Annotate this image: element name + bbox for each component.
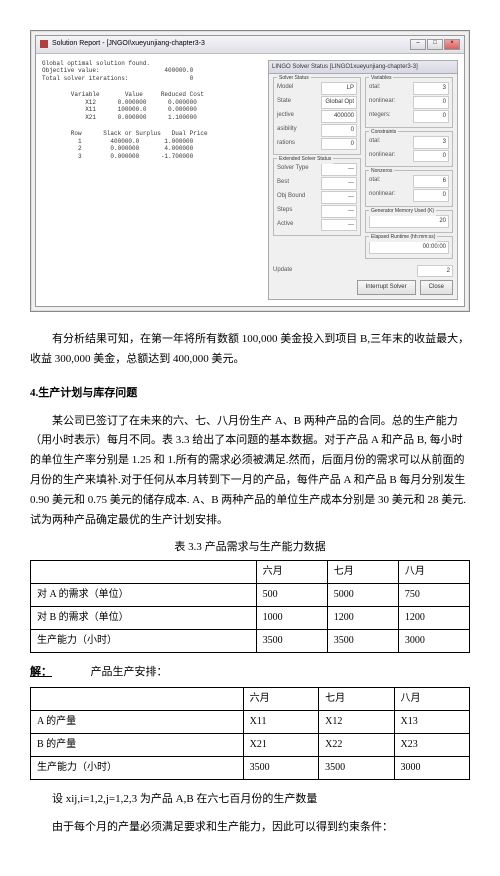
table-production-plan: 六月七月八月 A 的产量X11X12X13 B 的产量X21X22X23 生产能力（小… xyxy=(30,687,470,780)
solve-label: 解： 产品生产安排： xyxy=(30,663,470,683)
runtime-group: Elapsed Runtime (hh:mm:ss) 00:00:00 xyxy=(365,236,453,259)
table-header: 七月 xyxy=(327,561,398,584)
table-cell: X11 xyxy=(243,710,318,733)
table-3-3-caption: 表 3.3 产品需求与生产能力数据 xyxy=(30,538,470,558)
nonzeros-group: Nonzeros otal:6 nonlinear:0 xyxy=(365,170,453,207)
paragraph-problem: 某公司已签订了在未来的六、七、八月份生产 A、B 两种产品的合同。总的生产能力（… xyxy=(30,412,470,531)
paragraph-constraints: 由于每个月的产量必须满足要求和生产能力，因此可以得到约束条件： xyxy=(30,818,470,838)
solver-status-group: Solver Status ModelLP StateGlobal Opt je… xyxy=(273,77,361,155)
table-header: 八月 xyxy=(394,687,469,710)
report-window: Solution Report - [JNGOI\xueyunjiang-cha… xyxy=(35,35,465,307)
solver-screenshot: Solution Report - [JNGOI\xueyunjiang-cha… xyxy=(30,30,470,312)
table-cell: 3500 xyxy=(319,756,394,779)
solver-status-panel: LINGO Solver Status [LINGO1xueyunjiang-c… xyxy=(268,60,458,301)
table-cell: 3000 xyxy=(394,756,469,779)
table-cell: X21 xyxy=(243,733,318,756)
table-cell: X22 xyxy=(319,733,394,756)
table-cell: X23 xyxy=(394,733,469,756)
section-4-title: 4.生产计划与库存问题 xyxy=(30,384,470,404)
table-cell: B 的产量 xyxy=(31,733,244,756)
table-cell: 1200 xyxy=(327,607,398,630)
table-header xyxy=(31,561,257,584)
close-status-button[interactable]: Close xyxy=(420,280,453,295)
table-cell: 生产能力（小时） xyxy=(31,756,244,779)
app-icon xyxy=(40,40,48,48)
table-cell: 500 xyxy=(256,584,327,607)
variables-group: Variables otal:3 nonlinear:0 ntegers:0 xyxy=(365,77,453,127)
table-header: 八月 xyxy=(398,561,469,584)
close-button[interactable]: × xyxy=(444,39,460,50)
status-title: LINGO Solver Status [LINGO1xueyunjiang-c… xyxy=(269,61,457,75)
paragraph-vars: 设 xij,i=1,2,j=1,2,3 为产品 A,B 在六七百月份的生产数量 xyxy=(30,790,470,810)
interrupt-button[interactable]: Interrupt Solver xyxy=(357,280,416,295)
table-header: 六月 xyxy=(256,561,327,584)
extended-solver-group: Extended Solver Status Solver Type--- Be… xyxy=(273,158,361,236)
memory-group: Generator Memory Used (K) 20 xyxy=(365,210,453,233)
table-cell: 3500 xyxy=(256,630,327,653)
table-cell: 对 A 的需求（单位） xyxy=(31,584,257,607)
maximize-button[interactable]: □ xyxy=(427,39,443,50)
update-input[interactable]: 2 xyxy=(417,265,453,278)
table-demand-capacity: 六月七月八月对 A 的需求（单位）5005000750 对 B 的需求（单位）10… xyxy=(30,560,470,653)
table-cell: 3000 xyxy=(398,630,469,653)
paragraph-analysis: 有分析结果可知，在第一年将所有数额 100,000 美金投入到项目 B,三年末的… xyxy=(30,330,470,370)
table-cell: 生产能力（小时） xyxy=(31,630,257,653)
table-cell: 对 B 的需求（单位） xyxy=(31,607,257,630)
table-cell: X13 xyxy=(394,710,469,733)
minimize-button[interactable]: – xyxy=(410,39,426,50)
constraints-group: Constraints otal:3 nonlinear:0 xyxy=(365,131,453,168)
table-cell: X12 xyxy=(319,710,394,733)
table-header xyxy=(31,687,244,710)
table-cell: 3500 xyxy=(327,630,398,653)
table-cell: 750 xyxy=(398,584,469,607)
table-header: 七月 xyxy=(319,687,394,710)
table-cell: 1200 xyxy=(398,607,469,630)
solution-report-text: Global optimal solution found. Objective… xyxy=(42,60,262,301)
window-titlebar: Solution Report - [JNGOI\xueyunjiang-cha… xyxy=(36,36,464,54)
window-title: Solution Report - [JNGOI\xueyunjiang-cha… xyxy=(52,38,205,51)
table-cell: 5000 xyxy=(327,584,398,607)
table-header: 六月 xyxy=(243,687,318,710)
table-cell: 3500 xyxy=(243,756,318,779)
table-cell: 1000 xyxy=(256,607,327,630)
table-cell: A 的产量 xyxy=(31,710,244,733)
